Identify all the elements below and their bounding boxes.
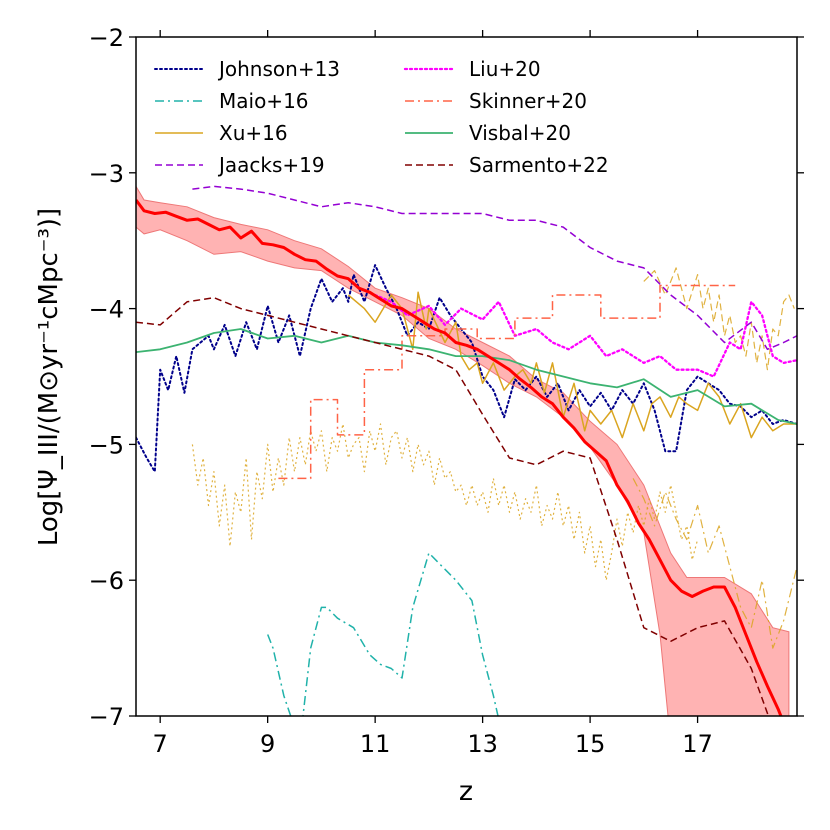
legend-label: Sarmento+22 [469,153,609,177]
y-tick-label: −3 [89,160,124,188]
plot-frame [135,36,798,717]
y-tick-label: −5 [89,431,124,459]
legend-item-liu-20: Liu+20 [403,57,541,81]
y-tick-label: −2 [89,24,124,52]
legend-item-xu-16: Xu+16 [155,121,288,145]
legend-label: Visbal+20 [469,121,571,145]
series-line-johnson-13 [136,264,797,473]
x-tick-label: 11 [360,730,391,758]
series-line-xu-16-high-z [643,267,795,371]
legend-label: Xu+16 [219,121,288,145]
legend-item-sarmento-22: Sarmento+22 [405,153,609,177]
y-tick-label: −7 [89,703,124,731]
series-line-jaacks-19 [192,185,797,351]
y-tick-label: −6 [89,567,124,595]
y-tick-label: −4 [89,296,124,324]
x-tick-label: 15 [575,730,606,758]
x-tick-label: 17 [682,730,713,758]
legend-item-skinner-20: Skinner+20 [405,89,587,113]
x-tick-label: 9 [260,730,275,758]
y-axis-label: Log[Ψ_III/(M⊙yr⁻¹cMpc⁻³)] [34,208,64,546]
series-line-maio-16 [267,552,499,716]
legend-item-visbal-20: Visbal+20 [405,121,571,145]
legend-item-johnson-13: Johnson+13 [154,57,340,81]
legend-label: Johnson+13 [217,57,340,81]
legend-item-jaacks-19: Jaacks+19 [155,153,325,177]
x-tick-label: 13 [467,730,498,758]
series-line-sarmento-22 [136,296,770,716]
mean-scatter-band [136,185,790,716]
x-tick-label: 7 [153,730,168,758]
series-line-visbal-20 [136,328,797,425]
series-line-mean [136,199,783,716]
legend-label: Jaacks+19 [217,153,325,177]
x-axis-label: z [459,776,473,807]
series-line-xu-16-low-tail [632,478,797,649]
legend-label: Skinner+20 [469,89,587,113]
series-line-skinner-20 [278,284,736,480]
legend-item-maio-16: Maio+16 [155,89,309,113]
legend-label: Liu+20 [469,57,541,81]
legend-label: Maio+16 [219,89,309,113]
series-line-liu-20 [373,293,797,378]
series-line-xu-16-scatter [191,423,699,581]
